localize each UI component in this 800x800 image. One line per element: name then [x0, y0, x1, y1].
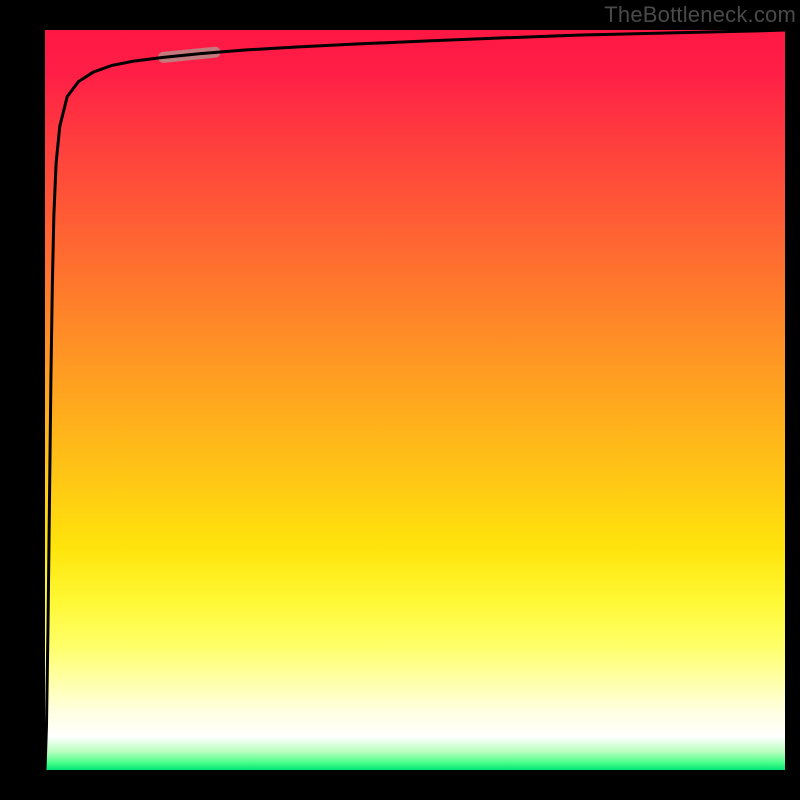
chart-container: TheBottleneck.com [0, 0, 800, 800]
watermark-text: TheBottleneck.com [604, 2, 796, 28]
chart-svg [0, 0, 800, 800]
plot-area [45, 30, 785, 770]
